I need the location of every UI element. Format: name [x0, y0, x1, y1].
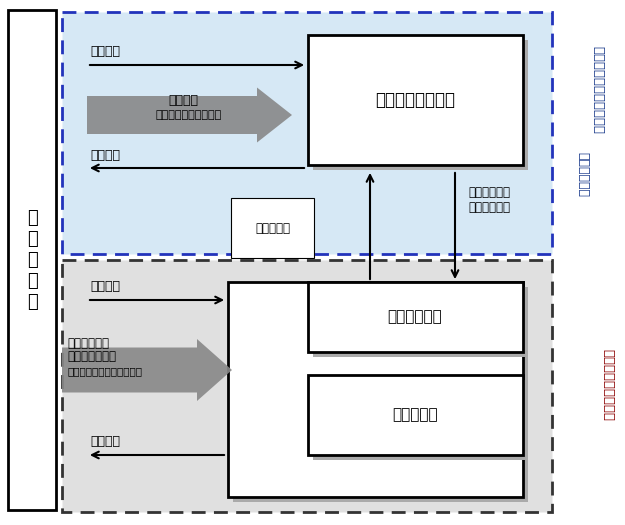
Bar — [308, 282, 523, 352]
Bar — [313, 40, 528, 170]
Bar — [313, 287, 528, 357]
Bar — [62, 12, 552, 254]
Bar — [308, 375, 523, 455]
Text: プロジェクト支援型: プロジェクト支援型 — [601, 349, 614, 421]
Text: 事業プロモーター: 事業プロモーター — [375, 91, 455, 109]
Text: 活動経費: 活動経費 — [168, 94, 198, 107]
Text: 実施報告: 実施報告 — [90, 435, 120, 448]
Text: 連携・協力: 連携・協力 — [255, 222, 290, 235]
Text: 大学・独法等: 大学・独法等 — [388, 310, 442, 324]
Bar — [233, 287, 528, 502]
Text: 事業化支援経費: 事業化支援経費 — [67, 350, 116, 363]
Text: プロジェクト
マネジメント: プロジェクト マネジメント — [468, 186, 510, 214]
Bar — [8, 10, 56, 510]
Text: 【今回決定】: 【今回決定】 — [576, 152, 589, 197]
Text: 研究開発費・: 研究開発費・ — [67, 337, 109, 350]
Bar — [308, 35, 523, 165]
Bar — [313, 380, 528, 460]
Text: 研究代表者: 研究代表者 — [392, 407, 438, 423]
Text: 実施報告: 実施報告 — [90, 149, 120, 162]
Text: （エコシステム支援経費）: （エコシステム支援経費） — [67, 366, 142, 376]
Text: 文
部
科
学
省: 文 部 科 学 省 — [27, 209, 38, 311]
FancyArrow shape — [62, 339, 232, 401]
Text: 事業プロモーター支援型: 事業プロモーター支援型 — [591, 46, 604, 134]
Text: 各種評価: 各種評価 — [90, 45, 120, 58]
Text: 各種評価: 各種評価 — [90, 280, 120, 293]
Bar — [62, 260, 552, 512]
Text: （若手人材育成経費）: （若手人材育成経費） — [155, 110, 221, 120]
FancyArrow shape — [87, 88, 292, 142]
Bar — [228, 282, 523, 497]
